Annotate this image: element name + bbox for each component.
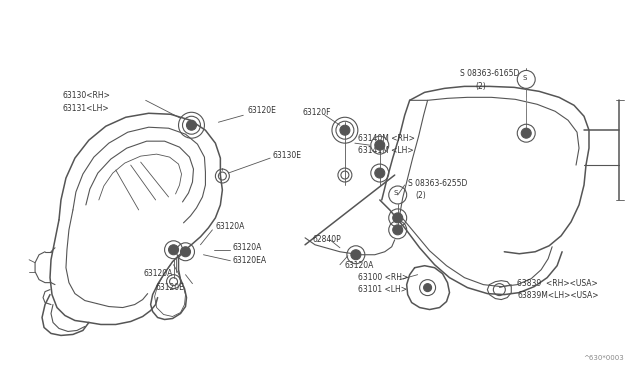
Text: (2): (2) (476, 82, 486, 91)
Circle shape (375, 140, 385, 150)
Circle shape (168, 245, 179, 255)
Text: S 08363-6255D: S 08363-6255D (408, 179, 467, 187)
Text: 62840P: 62840P (312, 235, 340, 244)
Circle shape (393, 213, 403, 223)
Text: 63120E: 63120E (247, 106, 276, 115)
Text: 63120A: 63120A (345, 261, 374, 270)
Text: 63839M<LH><USA>: 63839M<LH><USA> (517, 291, 599, 300)
Text: ^630*0003: ^630*0003 (583, 355, 624, 361)
Text: 63100 <RH>: 63100 <RH> (358, 273, 408, 282)
Circle shape (180, 247, 191, 257)
Circle shape (393, 225, 403, 235)
Text: 63140M <RH>: 63140M <RH> (358, 134, 415, 143)
Text: 63131<LH>: 63131<LH> (63, 104, 109, 113)
Text: 63130E: 63130E (272, 151, 301, 160)
Circle shape (521, 128, 531, 138)
Text: 63120A: 63120A (216, 222, 244, 231)
Text: (2): (2) (415, 192, 426, 201)
Text: 63120A: 63120A (143, 269, 173, 278)
Text: 63839  <RH><USA>: 63839 <RH><USA> (517, 279, 598, 288)
Text: S: S (522, 76, 527, 81)
Circle shape (375, 168, 385, 178)
Circle shape (424, 283, 431, 292)
Circle shape (340, 125, 350, 135)
Text: 63120EA: 63120EA (232, 256, 266, 265)
Text: S 08363-6165D: S 08363-6165D (460, 69, 520, 78)
Text: S: S (394, 190, 398, 196)
Text: 63101 <LH>: 63101 <LH> (358, 285, 407, 294)
Circle shape (351, 250, 361, 260)
Text: 63120F: 63120F (302, 108, 331, 117)
Text: 63120A: 63120A (232, 243, 262, 252)
Text: 63141M <LH>: 63141M <LH> (358, 145, 413, 155)
Text: 63130<RH>: 63130<RH> (63, 91, 111, 100)
Text: 63120E: 63120E (156, 283, 184, 292)
Circle shape (186, 120, 196, 130)
